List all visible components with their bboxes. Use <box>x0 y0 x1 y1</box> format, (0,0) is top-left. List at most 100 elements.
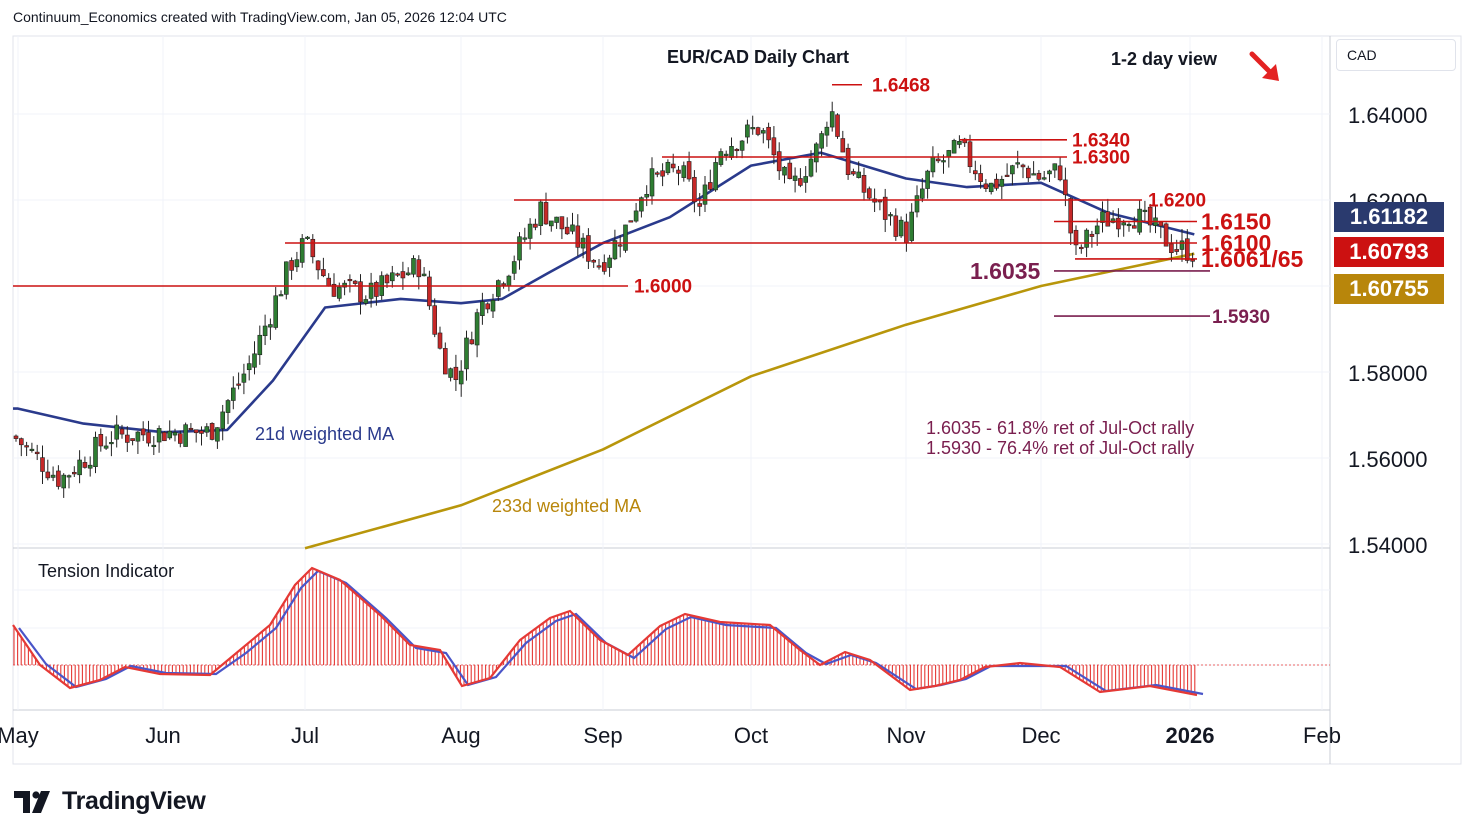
candle-up <box>167 430 172 439</box>
candle-up <box>336 286 342 299</box>
candle-down <box>453 366 459 381</box>
candle-up <box>257 334 263 356</box>
x-tick-label: Jun <box>145 723 180 748</box>
candle-down <box>432 305 438 335</box>
candle-down <box>1190 259 1195 262</box>
candle-up <box>114 424 119 440</box>
tension-indicator-pane <box>12 566 1330 697</box>
candle-up <box>294 259 300 268</box>
candle-up <box>103 445 109 449</box>
candle-down <box>935 158 941 162</box>
candle-up <box>951 140 957 154</box>
candle-up <box>215 427 220 442</box>
x-tick-label: May <box>0 723 39 748</box>
candle-down <box>1068 198 1073 234</box>
candle-down <box>707 182 713 190</box>
tradingview-logo[interactable]: TradingView <box>14 787 206 816</box>
candle-up <box>411 258 416 275</box>
candle-down <box>835 114 840 137</box>
candle-up <box>1126 223 1132 227</box>
y-tick-label: 1.64000 <box>1348 103 1428 128</box>
candle-down <box>1020 164 1026 168</box>
candle-up <box>50 474 56 478</box>
currency-selector[interactable]: CAD <box>1336 39 1456 71</box>
candle-down <box>983 183 989 189</box>
candle-up <box>607 257 612 268</box>
moving-averages <box>13 151 1195 550</box>
candle-down <box>596 265 602 268</box>
candle-up <box>623 224 628 251</box>
candle-up <box>231 387 236 401</box>
candle-down <box>686 161 692 180</box>
candle-down <box>352 280 358 284</box>
candle-up <box>782 166 787 176</box>
candle-up <box>612 240 618 260</box>
candle-up <box>252 353 257 368</box>
candle-down <box>437 332 443 349</box>
candle-up <box>495 280 501 297</box>
candle-down <box>1185 238 1190 261</box>
candle-down <box>564 226 570 235</box>
candle-up <box>268 324 273 328</box>
tradingview-brand: TradingView <box>62 787 206 815</box>
candle-down <box>1147 206 1153 226</box>
level-label: 1.6035 <box>970 258 1041 284</box>
candle-down <box>904 221 909 243</box>
candle-up <box>172 432 178 436</box>
candle-up <box>342 282 347 288</box>
x-tick-label: Feb <box>1303 723 1341 748</box>
candle-down <box>697 203 703 207</box>
candle-up <box>548 220 554 227</box>
candle-up <box>421 273 427 277</box>
candle-down <box>1132 225 1137 229</box>
fib-764-note: 1.5930 - 76.4% ret of Jul-Oct rally <box>926 438 1194 458</box>
candle-up <box>61 474 67 489</box>
y-tick-label: 1.58000 <box>1348 361 1428 386</box>
candle-up <box>517 236 522 261</box>
arrow-down-right-icon <box>1249 51 1279 81</box>
candle-down <box>660 170 665 177</box>
candle-up <box>1047 170 1052 175</box>
candle-down <box>1169 243 1174 253</box>
candle-up <box>220 411 225 429</box>
candle-down <box>310 238 316 258</box>
candle-down <box>734 148 740 152</box>
candle-up <box>760 130 766 134</box>
level-label: 1.6340 <box>1072 130 1130 151</box>
candle-down <box>861 174 867 193</box>
candle-down <box>1079 246 1084 250</box>
candle-up <box>538 201 544 226</box>
candle-up <box>665 161 671 174</box>
candle-down <box>13 435 19 439</box>
x-tick-label: Dec <box>1021 723 1060 748</box>
candle-down <box>395 273 400 276</box>
candle-up <box>957 141 962 145</box>
candle-up <box>946 150 952 158</box>
candle-down <box>119 428 125 435</box>
price-tag-ma21: 1.61182 <box>1334 202 1444 232</box>
candle-down <box>469 339 475 345</box>
candle-down <box>755 127 761 135</box>
candle-down <box>199 430 204 434</box>
level-label: 1.6000 <box>634 277 692 298</box>
candle-down <box>427 276 432 307</box>
candle-down <box>18 438 24 446</box>
candle-up <box>490 300 496 312</box>
candle-up <box>824 126 830 136</box>
candle-down <box>40 457 45 472</box>
candle-up <box>1094 225 1100 235</box>
candle-up <box>745 124 750 138</box>
candle-down <box>1036 172 1042 180</box>
candle-up <box>151 444 157 448</box>
tradingview-icon <box>14 790 50 813</box>
candle-up <box>474 312 480 346</box>
candle-up <box>464 337 469 370</box>
x-tick-label: Jul <box>291 723 319 748</box>
chart-frame <box>12 35 1462 765</box>
price-tag-last: 1.60793 <box>1334 237 1444 267</box>
candle-up <box>702 184 708 205</box>
candle-down <box>628 220 634 223</box>
ma233-line <box>304 252 1195 550</box>
candle-down <box>331 283 337 297</box>
level-label: 1.6200 <box>1148 191 1206 212</box>
